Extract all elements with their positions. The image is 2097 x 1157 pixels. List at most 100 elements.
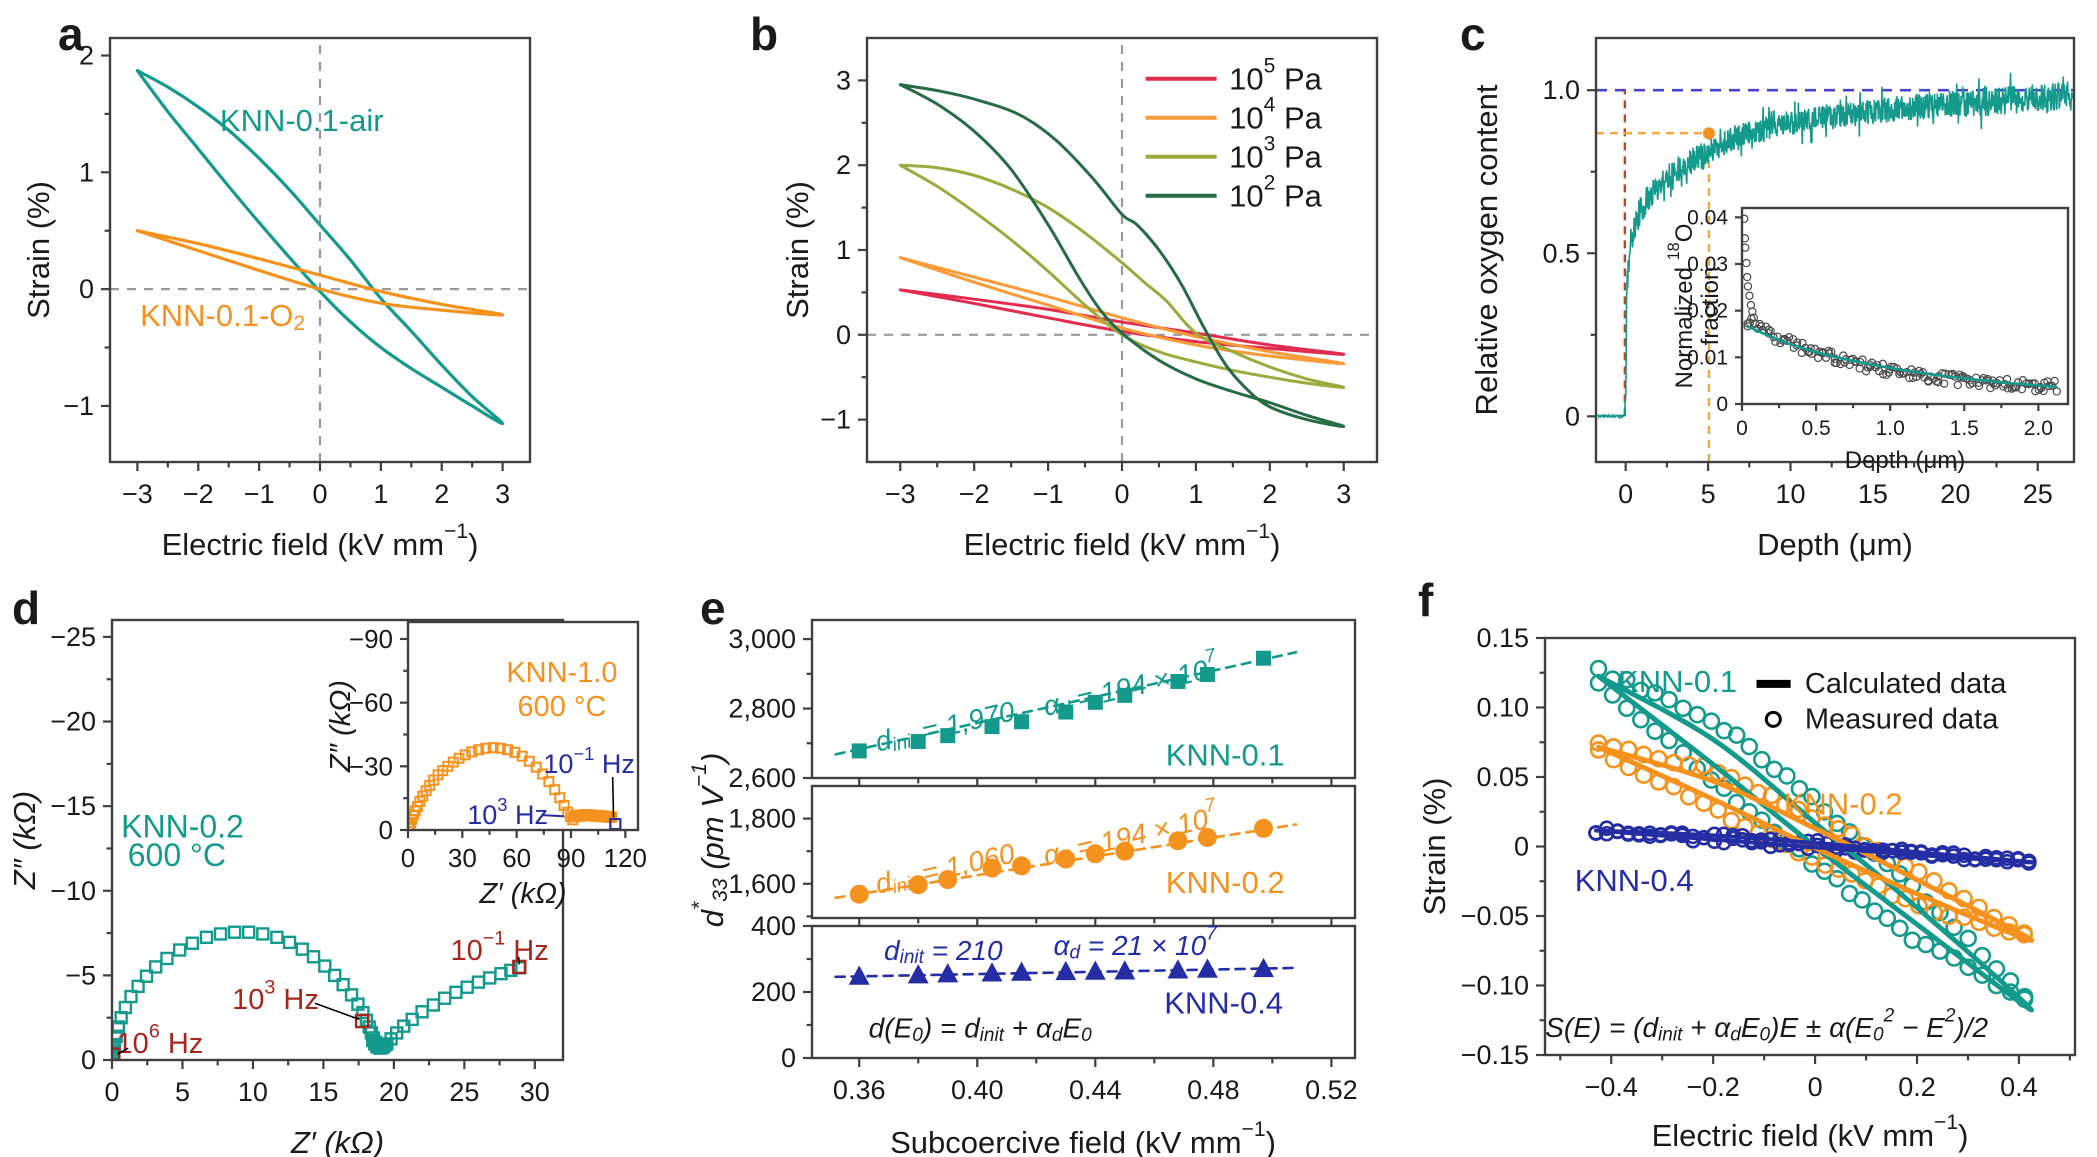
x-tick-label: 30	[520, 1077, 550, 1107]
y-tick-label: 2,600	[728, 763, 796, 793]
y-tick-label: 1,600	[728, 869, 796, 899]
x-axis-label: Depth (μm)	[1757, 527, 1913, 562]
y-tick-label: −90	[349, 624, 393, 654]
axes-frame	[810, 618, 1357, 780]
axis-ticks	[103, 635, 536, 1069]
x-tick-label: 10	[1775, 479, 1805, 509]
guide-line	[611, 776, 615, 818]
guide-line	[517, 956, 521, 965]
annotation-text: d(E0) = dinit + αdE0	[869, 1012, 1092, 1045]
y-tick-label: 0.05	[1476, 762, 1529, 792]
panel-letter-c: c	[1460, 8, 1486, 60]
guide-line	[117, 1047, 129, 1055]
panel-letter-b: b	[750, 8, 778, 60]
series-knn-0.1-o2-loop	[135, 229, 505, 317]
x-tick-label: 0	[1618, 479, 1633, 509]
series-loop-1e2-pa	[898, 83, 1346, 428]
annotation-text: 102 Pa	[1229, 171, 1323, 213]
y-tick-label: −0.10	[1461, 971, 1529, 1001]
panel-c-oxygen-depth-profile: 0 5 10 15 20 25 0 0.5 1.0 Depth (μm) Relative oxyg…	[1460, 8, 2076, 562]
series-knn-0.4-calculated	[1593, 828, 2037, 865]
series-relative-oxygen-trace	[1597, 72, 2074, 420]
x-tick-label: 3	[495, 479, 510, 509]
panel-a-strain-vs-field-air-o2: −3 −2 −1 0 1 2 3 −1 0 1 2 Electric field (kV mm−1) S…	[21, 8, 532, 562]
annotation-text: 103 Hz	[232, 977, 319, 1016]
y-tick-label: 400	[751, 911, 796, 941]
x-tick-label: 0.48	[1187, 1075, 1240, 1105]
y-tick-label: 1.0	[1542, 75, 1580, 105]
series-knn-0.1-points	[851, 650, 1272, 759]
x-tick-label: 15	[308, 1077, 338, 1107]
y-tick-label: 0	[1514, 832, 1529, 862]
y-tick-label: −25	[50, 622, 96, 652]
y-axis-label: Relative oxygen content	[1469, 84, 1504, 415]
axes-frame	[406, 620, 640, 832]
y-tick-label: 200	[751, 977, 796, 1007]
x-tick-label: 5	[175, 1077, 190, 1107]
annotation-text: KNN-0.2	[121, 808, 244, 844]
series-knn-0.1-air-loop	[135, 69, 505, 426]
x-axis-label: Z′ (kΩ)	[290, 1125, 384, 1157]
y-tick-label: 0	[836, 320, 851, 350]
x-tick-label: 1.0	[1876, 417, 1905, 440]
annotation-text: 104 Pa	[1229, 93, 1323, 135]
x-tick-label: 30	[448, 843, 477, 873]
plot-area	[1742, 214, 2062, 396]
x-tick-label: 0.36	[833, 1075, 886, 1105]
axis-ticks	[803, 924, 1333, 1067]
y-tick-label: 1	[79, 157, 94, 187]
annotation-text: KNN-0.4	[1575, 862, 1694, 897]
marker-dot	[1764, 710, 1782, 728]
plot-area	[135, 69, 505, 426]
series-knn-0.1-calculated	[1596, 673, 2035, 1013]
guide-line	[541, 814, 564, 818]
y-tick-label: −20	[50, 707, 96, 737]
annotation-text: KNN-1.0	[506, 657, 617, 689]
x-tick-label: 120	[604, 843, 647, 873]
x-tick-label: 0.2	[1898, 1072, 1936, 1102]
y-axis-label: Strain (%)	[1417, 778, 1452, 916]
y-tick-label: 0.5	[1542, 238, 1580, 268]
y-tick-label: −10	[50, 876, 96, 906]
annotation-text: dinit = 1,970	[872, 695, 1018, 759]
series-knn-0.4-points	[848, 957, 1274, 985]
x-axis-label: Subcoercive field (kV mm−1)	[890, 1117, 1276, 1157]
y-axis-label: d*33 (pm V−1)	[687, 753, 731, 928]
x-tick-label: 0.4	[2000, 1072, 2038, 1102]
y-tick-label: 0	[1565, 401, 1580, 431]
panel-b-strain-vs-field-pressures: −3 −2 −1 0 1 2 3 −1 0 1 2 3 Electric field (kV mm−1)…	[750, 8, 1379, 562]
series-loop-1e4-pa	[898, 256, 1346, 366]
y-tick-label: 0	[781, 1043, 796, 1073]
x-tick-label: 60	[502, 843, 531, 873]
x-tick-label: 20	[1940, 479, 1970, 509]
y-tick-label: −30	[349, 751, 393, 781]
x-axis-label: Z′ (kΩ)	[478, 878, 566, 910]
panel-e-d33-vs-subcoercive-field: 2,600 2,800 3,000 dinit = 1,970 αd = 194 × 1…	[687, 582, 1357, 1157]
series-knn-1.0-impedance	[408, 742, 618, 830]
annotation-text: 600 °C	[517, 691, 606, 723]
series-loop-1e5-pa	[898, 288, 1346, 356]
panel-letter-d: d	[12, 582, 40, 634]
x-axis-label: Electric field (kV mm−1)	[1652, 1110, 1969, 1152]
annotation-text: dinit = 1,060	[872, 837, 1018, 901]
series-loop-1e3-pa	[898, 163, 1346, 389]
plot-area	[1597, 72, 2074, 420]
x-tick-label: 2.0	[2024, 417, 2053, 440]
y-tick-label: 3,000	[728, 624, 796, 654]
annotation-text: αd = 194 × 107	[1039, 644, 1224, 724]
annotation-text: KNN-0.2	[1166, 865, 1285, 900]
annotation-text: KNN-0.1-air	[220, 102, 384, 137]
annotation-text: KNN-0.2	[1784, 786, 1903, 821]
plot-area	[834, 957, 1298, 985]
y-tick-label: 1,800	[728, 804, 796, 834]
y-tick-label: 0	[79, 274, 94, 304]
annotation-text: 105 Pa	[1229, 54, 1323, 96]
x-axis-label: Electric field (kV mm−1)	[162, 519, 479, 561]
series-knn-0.2-points	[849, 818, 1274, 904]
x-tick-label: −1	[1033, 479, 1064, 509]
x-tick-label: 0.40	[951, 1075, 1004, 1105]
y-tick-label: 0	[1716, 393, 1728, 416]
y-tick-label: 0.01	[1687, 346, 1728, 369]
guide-line	[314, 1002, 360, 1021]
